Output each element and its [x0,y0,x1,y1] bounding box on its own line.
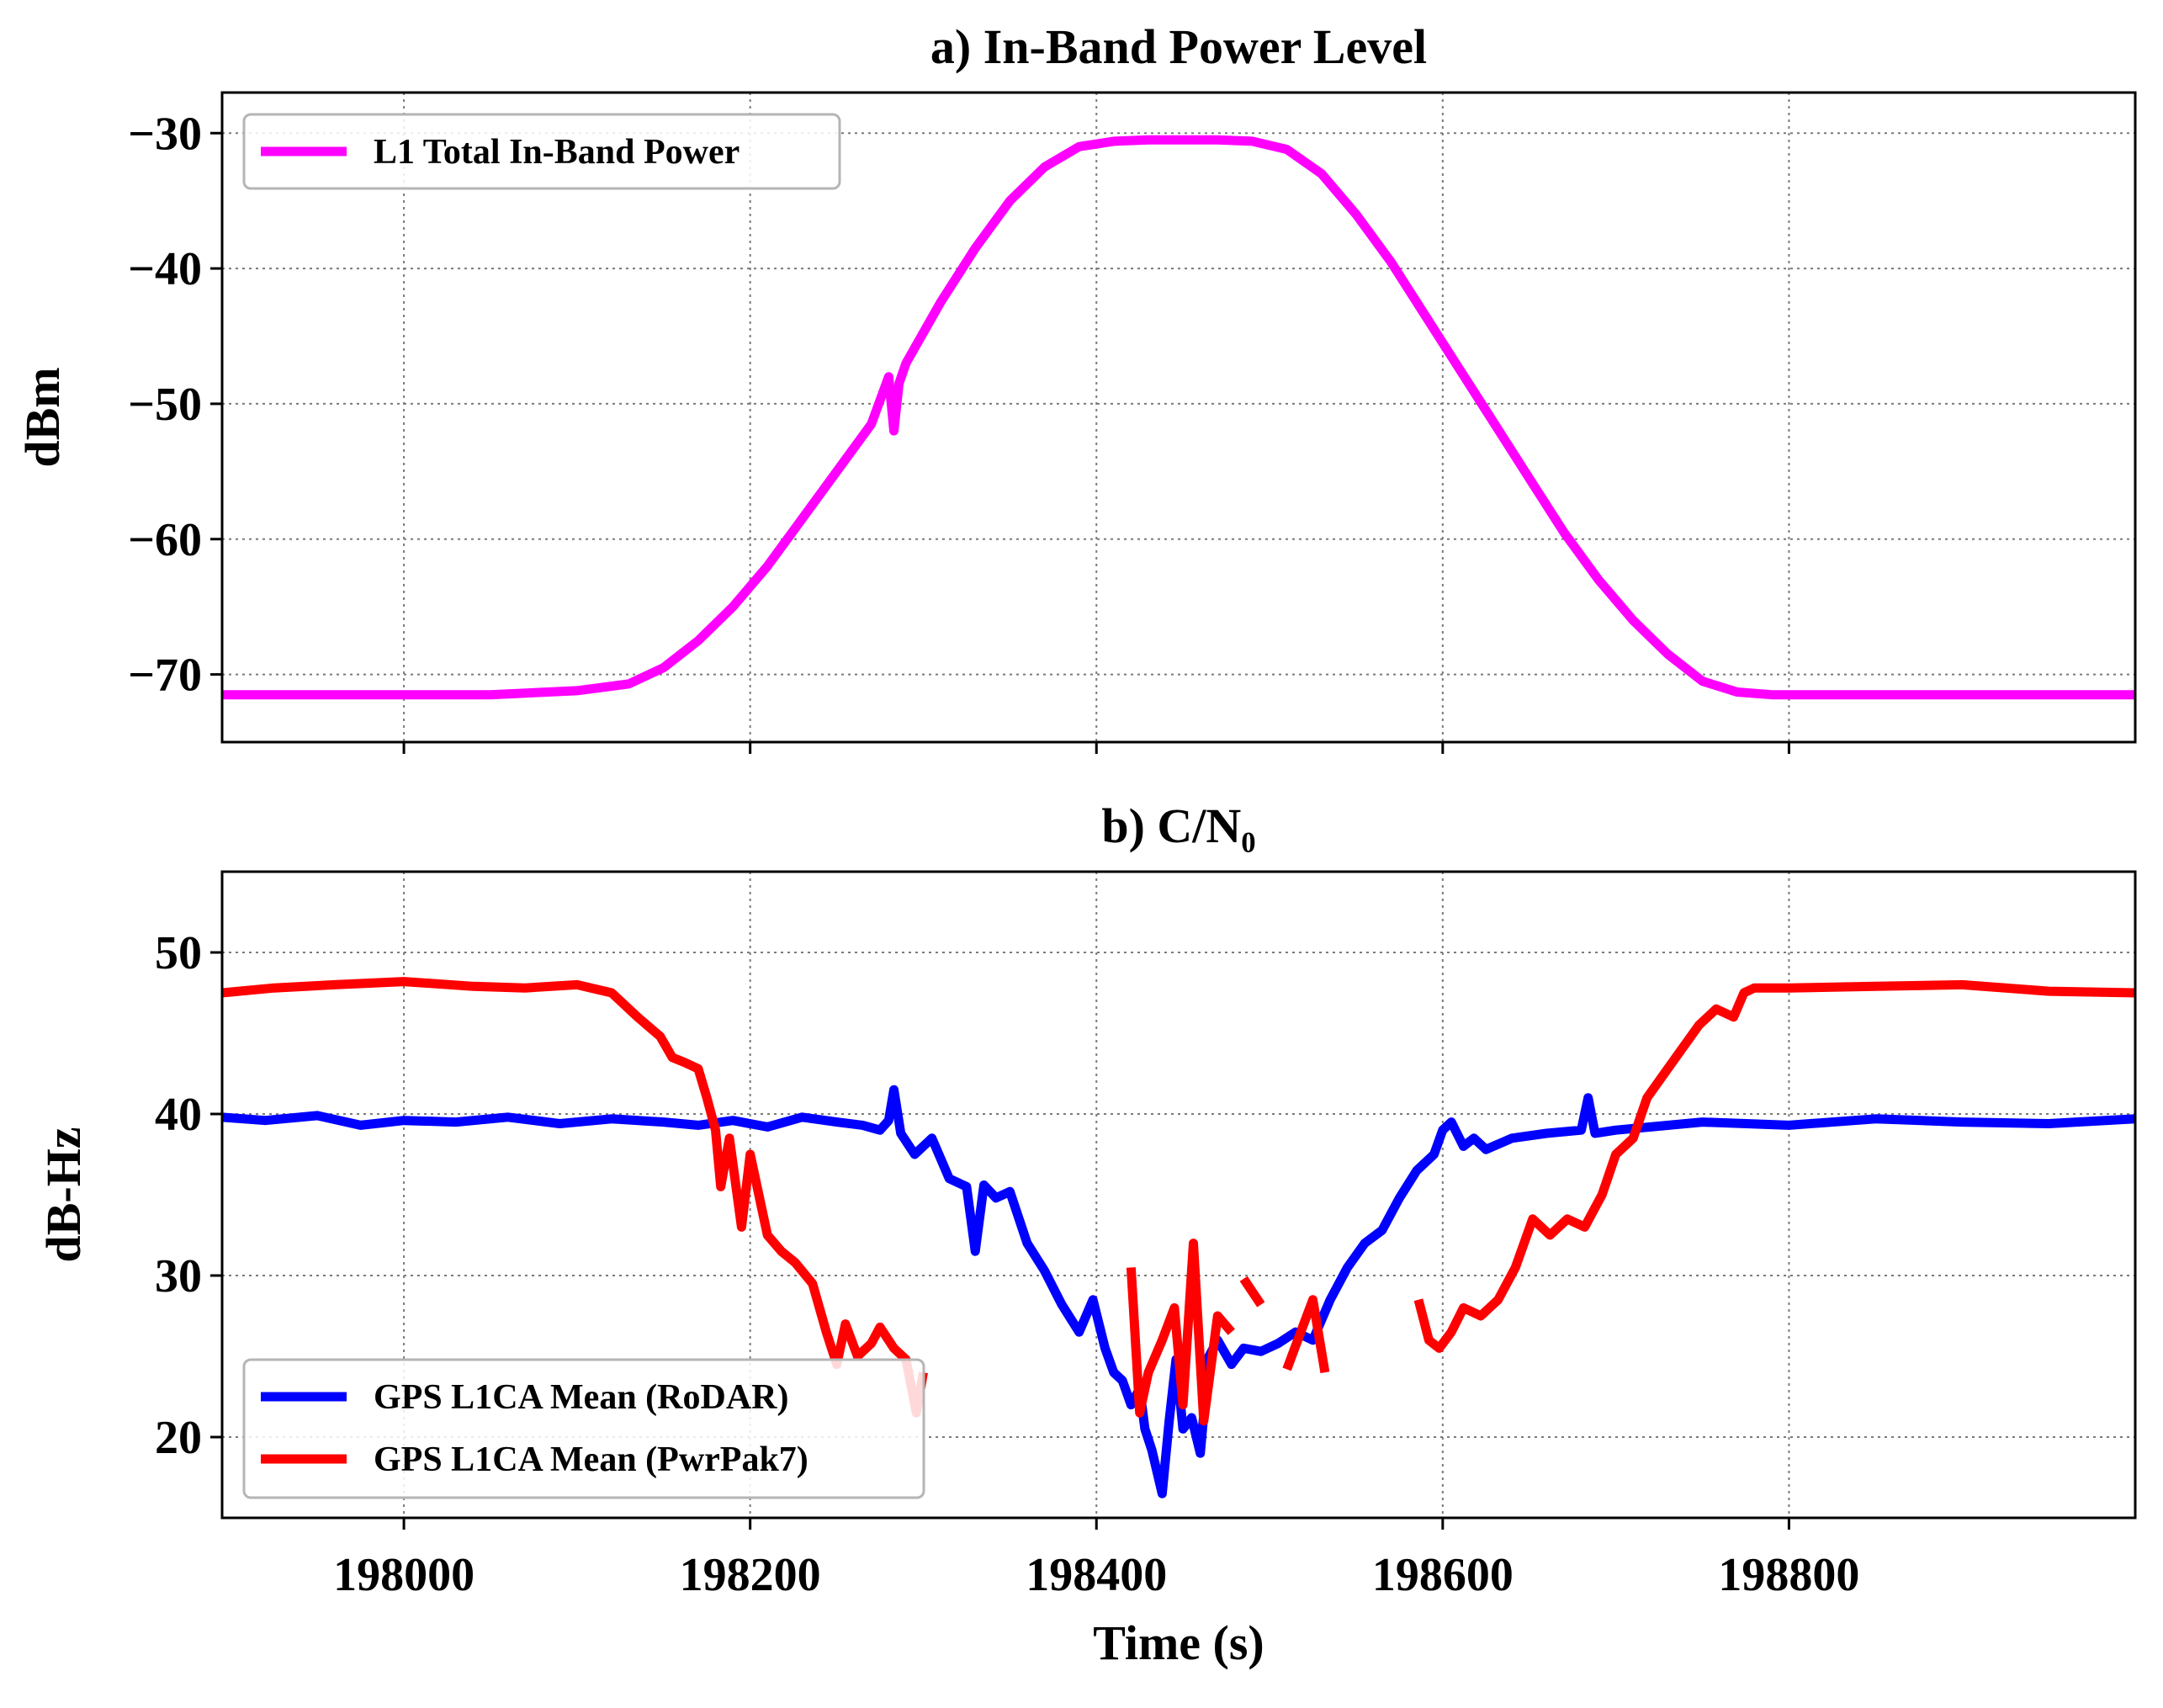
y-tick-label: −60 [128,514,202,566]
y-tick-label: −70 [128,650,202,702]
y-tick-label: −30 [128,108,202,160]
y-tick-label: 20 [155,1412,202,1464]
chart-title: a) In-Band Power Level [930,19,1427,74]
x-tick-label: 198600 [1372,1549,1514,1601]
chart-title: b) C/N₀ [1101,798,1255,853]
x-tick-label: 198800 [1718,1549,1859,1601]
y-tick-label: −40 [128,243,202,295]
legend: GPS L1CA Mean (RoDAR) GPS L1CA Mean (PwrP… [242,1358,925,1499]
y-axis-label: dB-Hz [36,1127,91,1262]
axes-frame [220,870,2137,1520]
y-axis-label: dBm [15,367,70,467]
series-line-gps-l1ca-mean-rodar- [222,1085,2135,1498]
y-tick-label: −50 [128,379,202,431]
y-tick-label: 30 [155,1250,202,1302]
legend-box [242,113,841,190]
series-line-gps-l1ca-mean-pwrpak7- [222,977,2135,1426]
y-tick-label: 50 [155,927,202,979]
x-axis-label: Time (s) [1093,1615,1264,1670]
x-tick-label: 198400 [1026,1549,1167,1601]
panel-b-cn0: b) C/N₀ 198000 198200 198400 198600 198800 20 3… [36,798,2137,1670]
x-tick-label: 198000 [333,1549,474,1601]
x-tick-label: 198200 [680,1549,821,1601]
legend-label: L1 Total In-Band Power [374,133,740,172]
legend-label: GPS L1CA Mean (RoDAR) [374,1378,788,1417]
legend: L1 Total In-Band Power [242,113,841,190]
legend-label: GPS L1CA Mean (PwrPak7) [374,1440,808,1479]
axes-frame [220,91,2137,744]
series-line-l1-total-in-band-power [222,135,2135,700]
legend-box [242,1358,925,1499]
y-tick-label: 40 [155,1089,202,1141]
panel-a-power-level: a) In-Band Power Level −70 −60 −50 −40 −30 dBm… [15,19,2137,754]
